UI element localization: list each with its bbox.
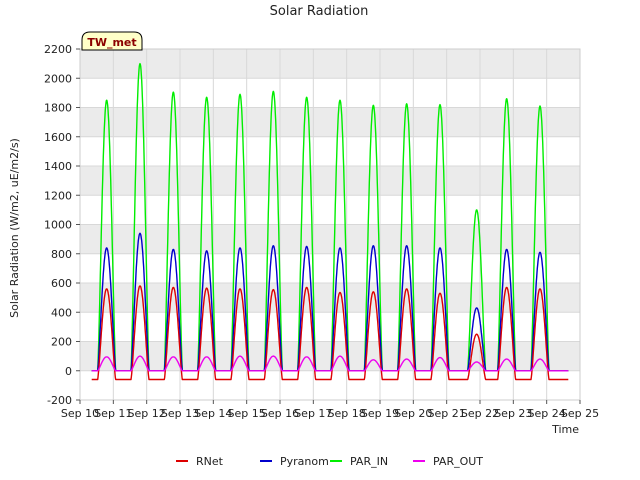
y-axis-ticks: -200 0 200 400 600 800 1000 1200 1400 1600 1800 200… [44,43,80,407]
plot-band [80,341,580,371]
y-tick-label: 0 [65,365,72,378]
chart-title: Solar Radiation [270,4,369,19]
y-tick-label: 200 [51,336,72,349]
legend-label: RNet [196,455,224,468]
y-tick-label: 1400 [44,160,72,173]
x-tick-label: Sep 11 [94,407,132,420]
x-tick-label: Sep 10 [61,407,99,420]
y-tick-label: -200 [47,394,72,407]
y-tick-label: 1800 [44,102,72,115]
x-tick-label: Sep 20 [394,407,432,420]
x-tick-label: Sep 21 [428,407,466,420]
y-tick-label: 1000 [44,219,72,232]
series-lines [91,62,569,381]
plot-band [80,224,580,254]
legend-label: PAR_IN [350,455,388,468]
legend-label: PAR_OUT [433,455,483,468]
x-tick-label: Sep 25 [561,407,599,420]
x-tick-label: Sep 19 [361,407,399,420]
x-tick-label: Sep 17 [294,407,332,420]
x-tick-label: Sep 23 [494,407,532,420]
legend-label: Pyranom [280,455,329,468]
x-tick-label: Sep 24 [528,407,566,420]
y-tick-label: 1600 [44,131,72,144]
x-tick-label: Sep 22 [461,407,499,420]
plot-band [80,166,580,196]
series-line-par-out [91,355,569,372]
plot-band [80,283,580,313]
plot-band [80,49,580,79]
y-axis-label: Solar Radiation (W/m2, uE/m2/s) [8,138,21,318]
series-line-rnet [91,285,569,381]
legend: RNet Pyranom PAR_IN PAR_OUT [176,455,483,468]
x-tick-label: Sep 15 [228,407,266,420]
x-tick-label: Sep 18 [328,407,366,420]
x-axis-label: Time [551,423,579,436]
plot-band [80,107,580,137]
y-tick-label: 800 [51,248,72,261]
y-tick-label: 600 [51,277,72,290]
station-badge-label: TW_met [87,36,136,49]
y-tick-label: 2200 [44,43,72,56]
y-tick-label: 2000 [44,72,72,85]
x-tick-label: Sep 12 [128,407,166,420]
x-tick-label: Sep 16 [261,407,299,420]
x-tick-label: Sep 13 [161,407,199,420]
x-tick-label: Sep 14 [194,407,232,420]
station-badge: TW_met [81,31,143,51]
y-tick-label: 400 [51,306,72,319]
y-tick-label: 1200 [44,189,72,202]
